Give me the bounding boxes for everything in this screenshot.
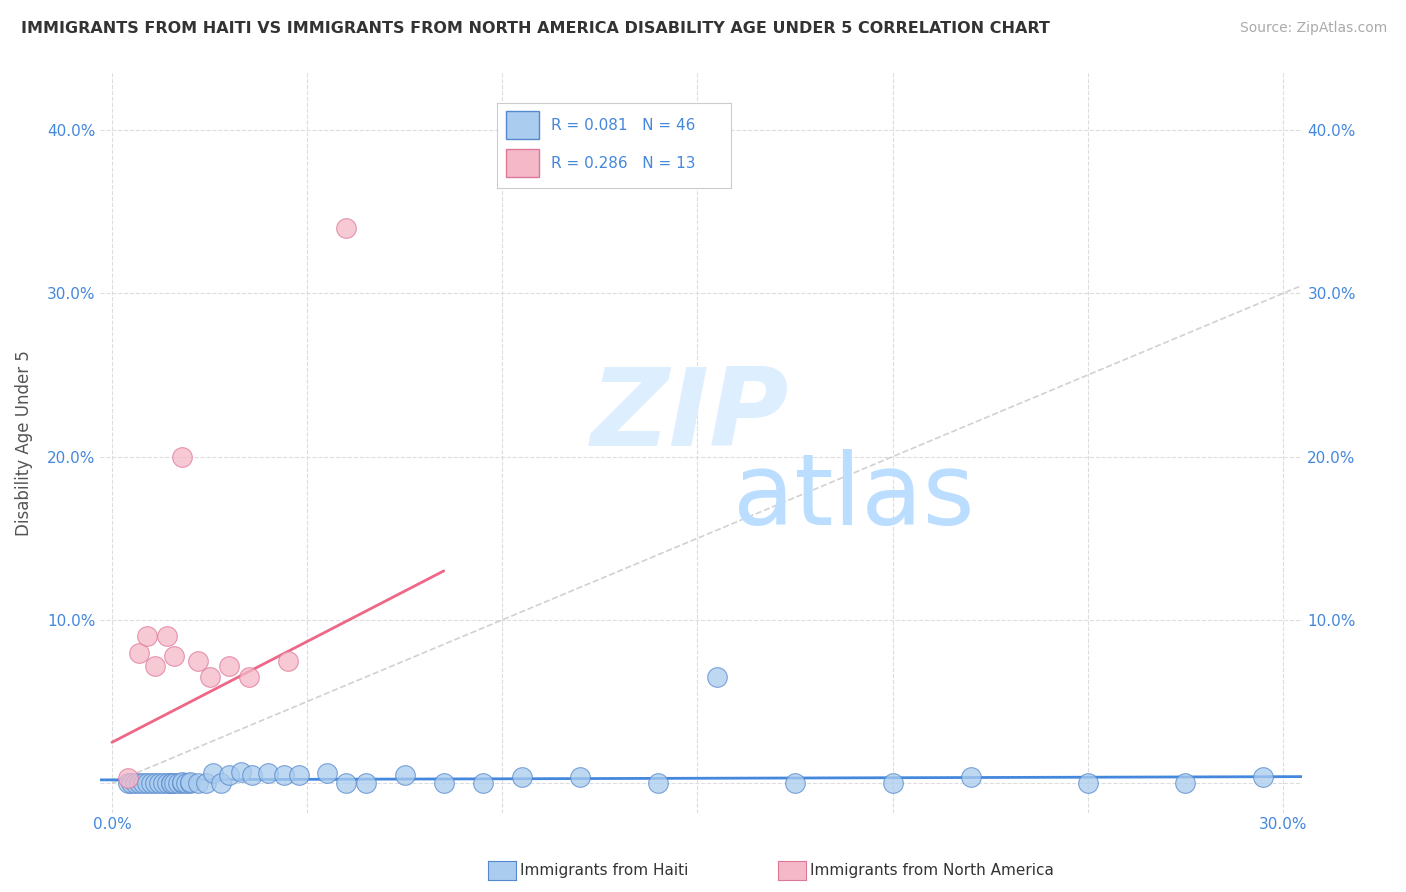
Point (121, 776, 143, 790)
Point (209, 776, 232, 790)
Point (143, 776, 166, 790)
Point (647, 776, 669, 790)
Point (136, 776, 159, 790)
Point (959, 770, 981, 784)
Point (202, 766, 225, 780)
Point (277, 654, 299, 668)
Point (174, 776, 197, 790)
Point (167, 776, 190, 790)
Text: atlas: atlas (733, 449, 974, 546)
Point (159, 776, 181, 790)
Point (218, 658, 240, 673)
Point (187, 776, 209, 790)
Point (143, 658, 166, 673)
Point (172, 776, 194, 790)
Point (152, 776, 174, 790)
Point (179, 776, 201, 790)
Point (194, 776, 217, 790)
Point (1077, 776, 1099, 790)
Point (128, 776, 150, 790)
Point (179, 774, 201, 789)
Y-axis label: Disability Age Under 5: Disability Age Under 5 (15, 350, 32, 536)
Point (229, 764, 252, 779)
Point (148, 776, 170, 790)
Point (335, 221, 357, 235)
Text: ZIP: ZIP (591, 363, 789, 469)
Point (315, 766, 337, 780)
Point (128, 646, 150, 660)
Point (172, 450, 194, 464)
Point (288, 768, 311, 782)
Point (198, 670, 221, 684)
Point (433, 776, 456, 790)
Point (510, 770, 533, 784)
Point (218, 768, 240, 782)
Point (187, 654, 209, 668)
Point (257, 766, 280, 780)
Point (706, 670, 728, 684)
Text: Source: ZipAtlas.com: Source: ZipAtlas.com (1240, 21, 1388, 35)
Point (569, 770, 592, 784)
Text: Immigrants from North America: Immigrants from North America (810, 863, 1053, 878)
Point (132, 776, 155, 790)
Point (117, 776, 139, 790)
Point (1253, 770, 1275, 784)
Text: Immigrants from Haiti: Immigrants from Haiti (520, 863, 689, 878)
Point (117, 771, 139, 785)
Point (155, 776, 177, 790)
Text: IMMIGRANTS FROM HAITI VS IMMIGRANTS FROM NORTH AMERICA DISABILITY AGE UNDER 5 CO: IMMIGRANTS FROM HAITI VS IMMIGRANTS FROM… (21, 21, 1050, 36)
Point (783, 776, 806, 790)
Point (163, 648, 186, 663)
Point (159, 776, 181, 790)
Point (124, 776, 146, 790)
Point (335, 776, 357, 790)
Point (471, 776, 494, 790)
Point (136, 629, 159, 643)
Point (354, 776, 377, 790)
Point (273, 768, 295, 782)
Point (172, 774, 194, 789)
Point (155, 629, 177, 643)
Point (1174, 776, 1197, 790)
Point (139, 776, 162, 790)
Point (242, 768, 264, 782)
Point (882, 776, 904, 790)
Point (163, 776, 186, 790)
Point (394, 768, 416, 782)
Point (238, 670, 260, 684)
